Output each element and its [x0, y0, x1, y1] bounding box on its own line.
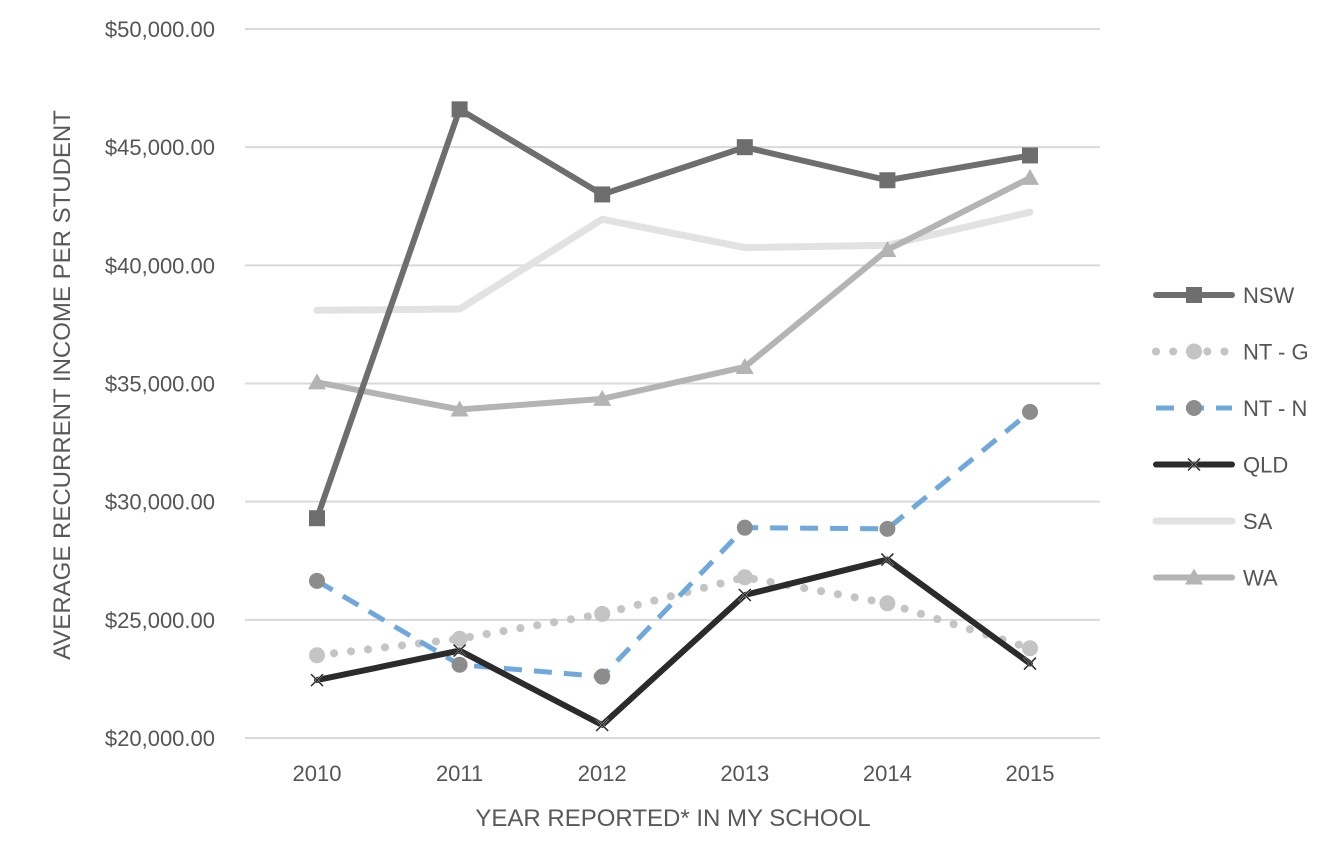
- data-point-marker: [310, 673, 324, 687]
- y-axis-title: AVERAGE RECURRENT INCOME PER STUDENT: [49, 110, 76, 660]
- data-point-marker: [308, 373, 326, 390]
- data-point-marker: [738, 588, 752, 602]
- data-point-marker: [1186, 287, 1202, 303]
- series-line: [314, 106, 1033, 522]
- data-point-marker: [1022, 640, 1038, 657]
- data-point-marker: [594, 668, 611, 685]
- data-point-marker: [736, 569, 753, 586]
- y-tick-label: $45,000.00: [105, 135, 215, 160]
- data-point-marker: [1023, 656, 1037, 671]
- data-point-marker: [1021, 168, 1039, 185]
- x-tick-label: 2011: [436, 761, 483, 786]
- data-point-marker: [451, 630, 468, 647]
- data-point-marker: [1186, 400, 1202, 416]
- y-tick-label: $20,000.00: [105, 726, 215, 751]
- series-line: [313, 208, 1034, 314]
- gridlines: [245, 28, 1100, 739]
- legend-label: NT - G: [1243, 340, 1309, 365]
- data-point-marker: [594, 605, 611, 622]
- legend: NSW NT - G NT - N QLD SA WA: [1152, 283, 1309, 591]
- legend-item: NT - G: [1152, 340, 1309, 365]
- legend-label: QLD: [1243, 453, 1288, 478]
- series-line: [314, 174, 1033, 413]
- data-point-marker: [1022, 147, 1038, 164]
- data-point-marker: [594, 186, 611, 203]
- series-nt-n: [309, 403, 1038, 685]
- data-point-marker: [1187, 457, 1201, 472]
- data-point-marker: [879, 172, 896, 189]
- x-tick-label: 2014: [863, 761, 912, 786]
- legend-item: QLD: [1153, 453, 1288, 478]
- data-point-marker: [450, 400, 469, 417]
- data-point-marker: [879, 595, 896, 612]
- x-tick-label: 2012: [578, 761, 627, 786]
- data-point-marker: [309, 510, 325, 527]
- y-tick-label: $50,000.00: [105, 17, 215, 42]
- x-axis-ticks: 2010 2011 2012 2013 2014 2015: [293, 761, 1055, 786]
- legend-item: WA: [1153, 566, 1278, 591]
- x-tick-label: 2010: [293, 761, 342, 786]
- data-point-marker: [1185, 568, 1203, 585]
- series-lines: [308, 101, 1039, 732]
- data-point-marker: [1022, 403, 1038, 420]
- y-tick-label: $35,000.00: [105, 372, 215, 397]
- data-point-marker: [880, 552, 895, 567]
- data-point-marker: [879, 520, 896, 537]
- series-wa: [308, 168, 1039, 417]
- data-point-marker: [595, 718, 609, 732]
- legend-label: NT - N: [1243, 396, 1307, 421]
- data-point-marker: [735, 357, 754, 374]
- series-line: [315, 409, 1032, 680]
- data-point-marker: [878, 240, 897, 257]
- x-tick-label: 2015: [1006, 761, 1055, 786]
- data-point-marker: [593, 389, 612, 406]
- x-axis-title: YEAR REPORTED* IN MY SCHOOL: [475, 805, 870, 832]
- y-tick-label: $30,000.00: [105, 490, 215, 515]
- x-tick-label: 2013: [720, 761, 769, 786]
- legend-item: SA: [1152, 509, 1273, 534]
- series-qld: [310, 552, 1037, 732]
- data-point-marker: [309, 572, 325, 589]
- series-sa: [313, 208, 1034, 314]
- series-line: [313, 573, 1034, 660]
- legend-label: SA: [1243, 509, 1273, 534]
- y-axis-ticks: $20,000.00 $25,000.00 $30,000.00 $35,000.00…: [105, 17, 215, 751]
- series-line: [314, 556, 1033, 729]
- legend-item: NSW: [1153, 283, 1295, 308]
- data-point-marker: [451, 656, 468, 673]
- data-point-marker: [736, 519, 753, 536]
- legend-label: WA: [1243, 566, 1278, 591]
- legend-item: NT - N: [1156, 396, 1307, 421]
- series-nsw: [309, 101, 1038, 527]
- series-nt-g: [309, 569, 1038, 664]
- data-point-marker: [452, 643, 467, 658]
- data-point-marker: [451, 101, 468, 118]
- data-point-marker: [309, 647, 325, 664]
- y-tick-label: $25,000.00: [105, 608, 215, 633]
- data-point-marker: [1186, 343, 1202, 360]
- y-tick-label: $40,000.00: [105, 253, 215, 278]
- legend-label: NSW: [1243, 283, 1295, 308]
- data-point-marker: [736, 139, 753, 156]
